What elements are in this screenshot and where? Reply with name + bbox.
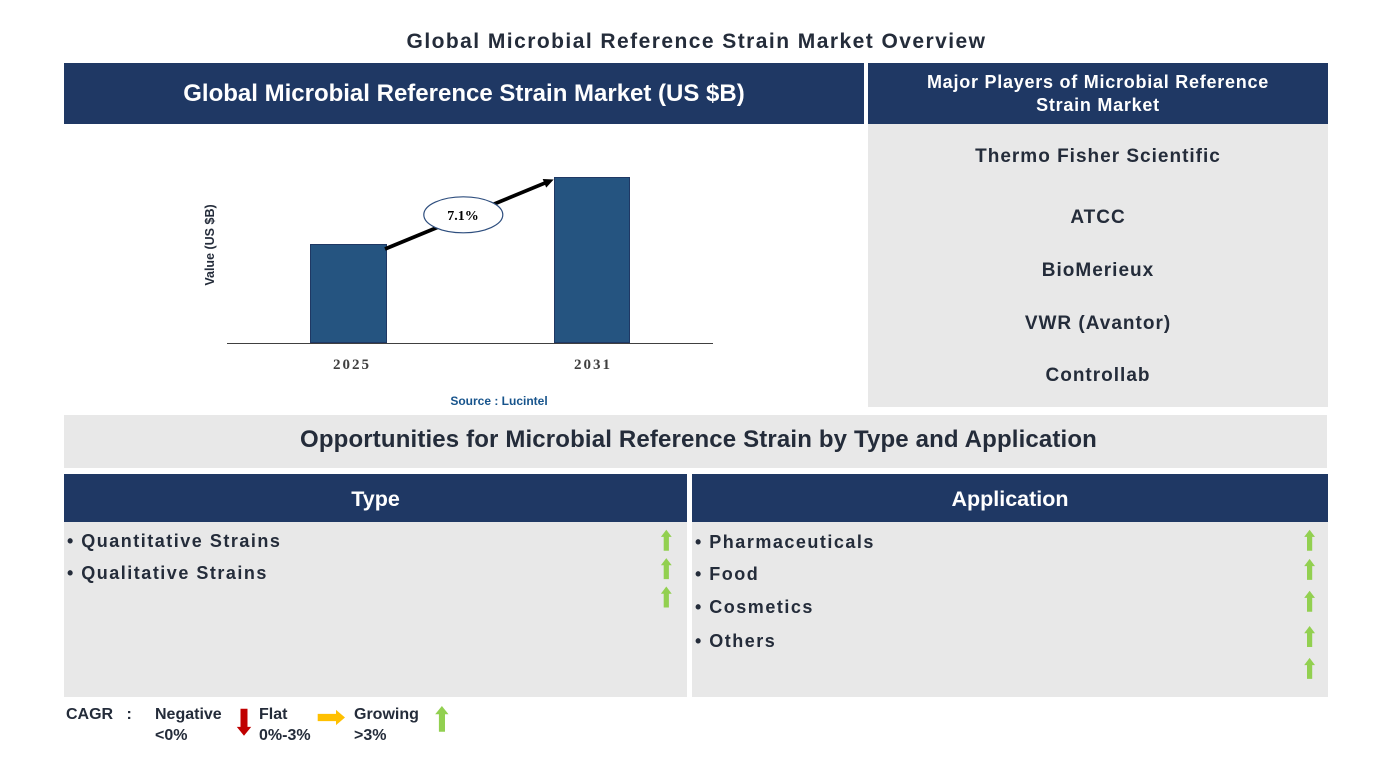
svg-text:7.1%: 7.1%	[447, 209, 479, 224]
